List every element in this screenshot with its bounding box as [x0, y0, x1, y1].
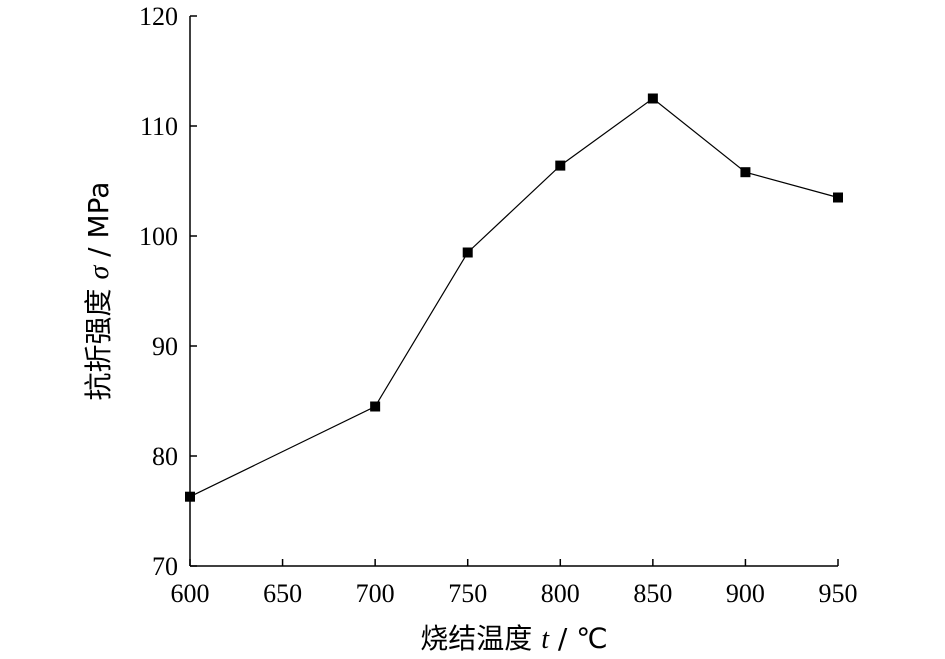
y-tick-label: 70 — [152, 552, 178, 581]
x-axis-title-name: 烧结温度 — [420, 622, 532, 655]
x-axis-title-unit: / ℃ — [558, 622, 608, 655]
y-axis-title-symbol: σ — [84, 265, 115, 280]
y-tick-label: 120 — [139, 2, 178, 31]
data-point — [833, 192, 843, 203]
data-point — [740, 167, 751, 178]
data-point — [647, 93, 658, 104]
x-tick-label: 750 — [448, 579, 487, 608]
y-axis-title: 抗折强度 σ / MPa — [82, 182, 115, 401]
x-tick-label: 650 — [263, 579, 302, 608]
x-tick-label: 850 — [633, 579, 672, 608]
data-point — [555, 160, 566, 171]
x-tick-label: 800 — [541, 579, 580, 608]
x-ticks: 600 650 700 750 800 850 900 950 — [171, 559, 858, 608]
x-tick-label: 600 — [171, 579, 210, 608]
series-line — [189, 97, 839, 498]
data-point — [462, 247, 473, 258]
x-tick-label: 950 — [819, 579, 858, 608]
axes — [189, 16, 838, 567]
data-point — [370, 401, 381, 412]
y-tick-label: 90 — [152, 332, 178, 361]
y-axis-title-name: 抗折强度 — [82, 288, 115, 400]
y-tick-label: 80 — [152, 442, 178, 471]
x-tick-label: 900 — [726, 579, 765, 608]
y-tick-label: 100 — [139, 222, 178, 251]
y-ticks: 70 80 90 100 110 120 — [139, 2, 197, 581]
x-axis-title-symbol: t — [541, 624, 550, 655]
y-axis-title-unit: / MPa — [82, 182, 115, 257]
data-point — [185, 491, 195, 502]
plot-area — [185, 93, 843, 502]
y-tick-label: 110 — [140, 112, 178, 141]
x-tick-label: 700 — [356, 579, 395, 608]
x-axis-title: 烧结温度 t / ℃ — [420, 622, 607, 655]
